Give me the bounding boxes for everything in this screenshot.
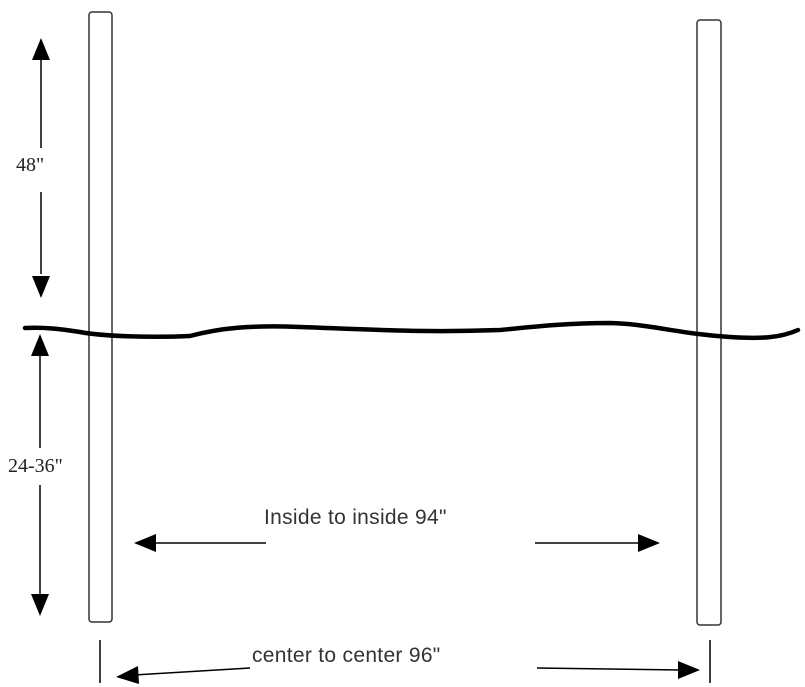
inside-to-inside-label: Inside to inside 94" xyxy=(264,506,447,529)
center-to-center-arrow xyxy=(99,640,711,684)
center-to-center-label: center to center 96" xyxy=(252,644,441,667)
ground-line xyxy=(22,320,801,341)
left-post xyxy=(88,11,113,623)
below-ground-arrow xyxy=(31,334,49,616)
inside-to-inside-arrow xyxy=(134,534,660,552)
above-ground-depth-label: 48" xyxy=(16,154,45,176)
right-post xyxy=(696,19,722,626)
below-ground-depth-label: 24-36" xyxy=(8,455,63,477)
above-ground-arrow xyxy=(32,38,50,298)
